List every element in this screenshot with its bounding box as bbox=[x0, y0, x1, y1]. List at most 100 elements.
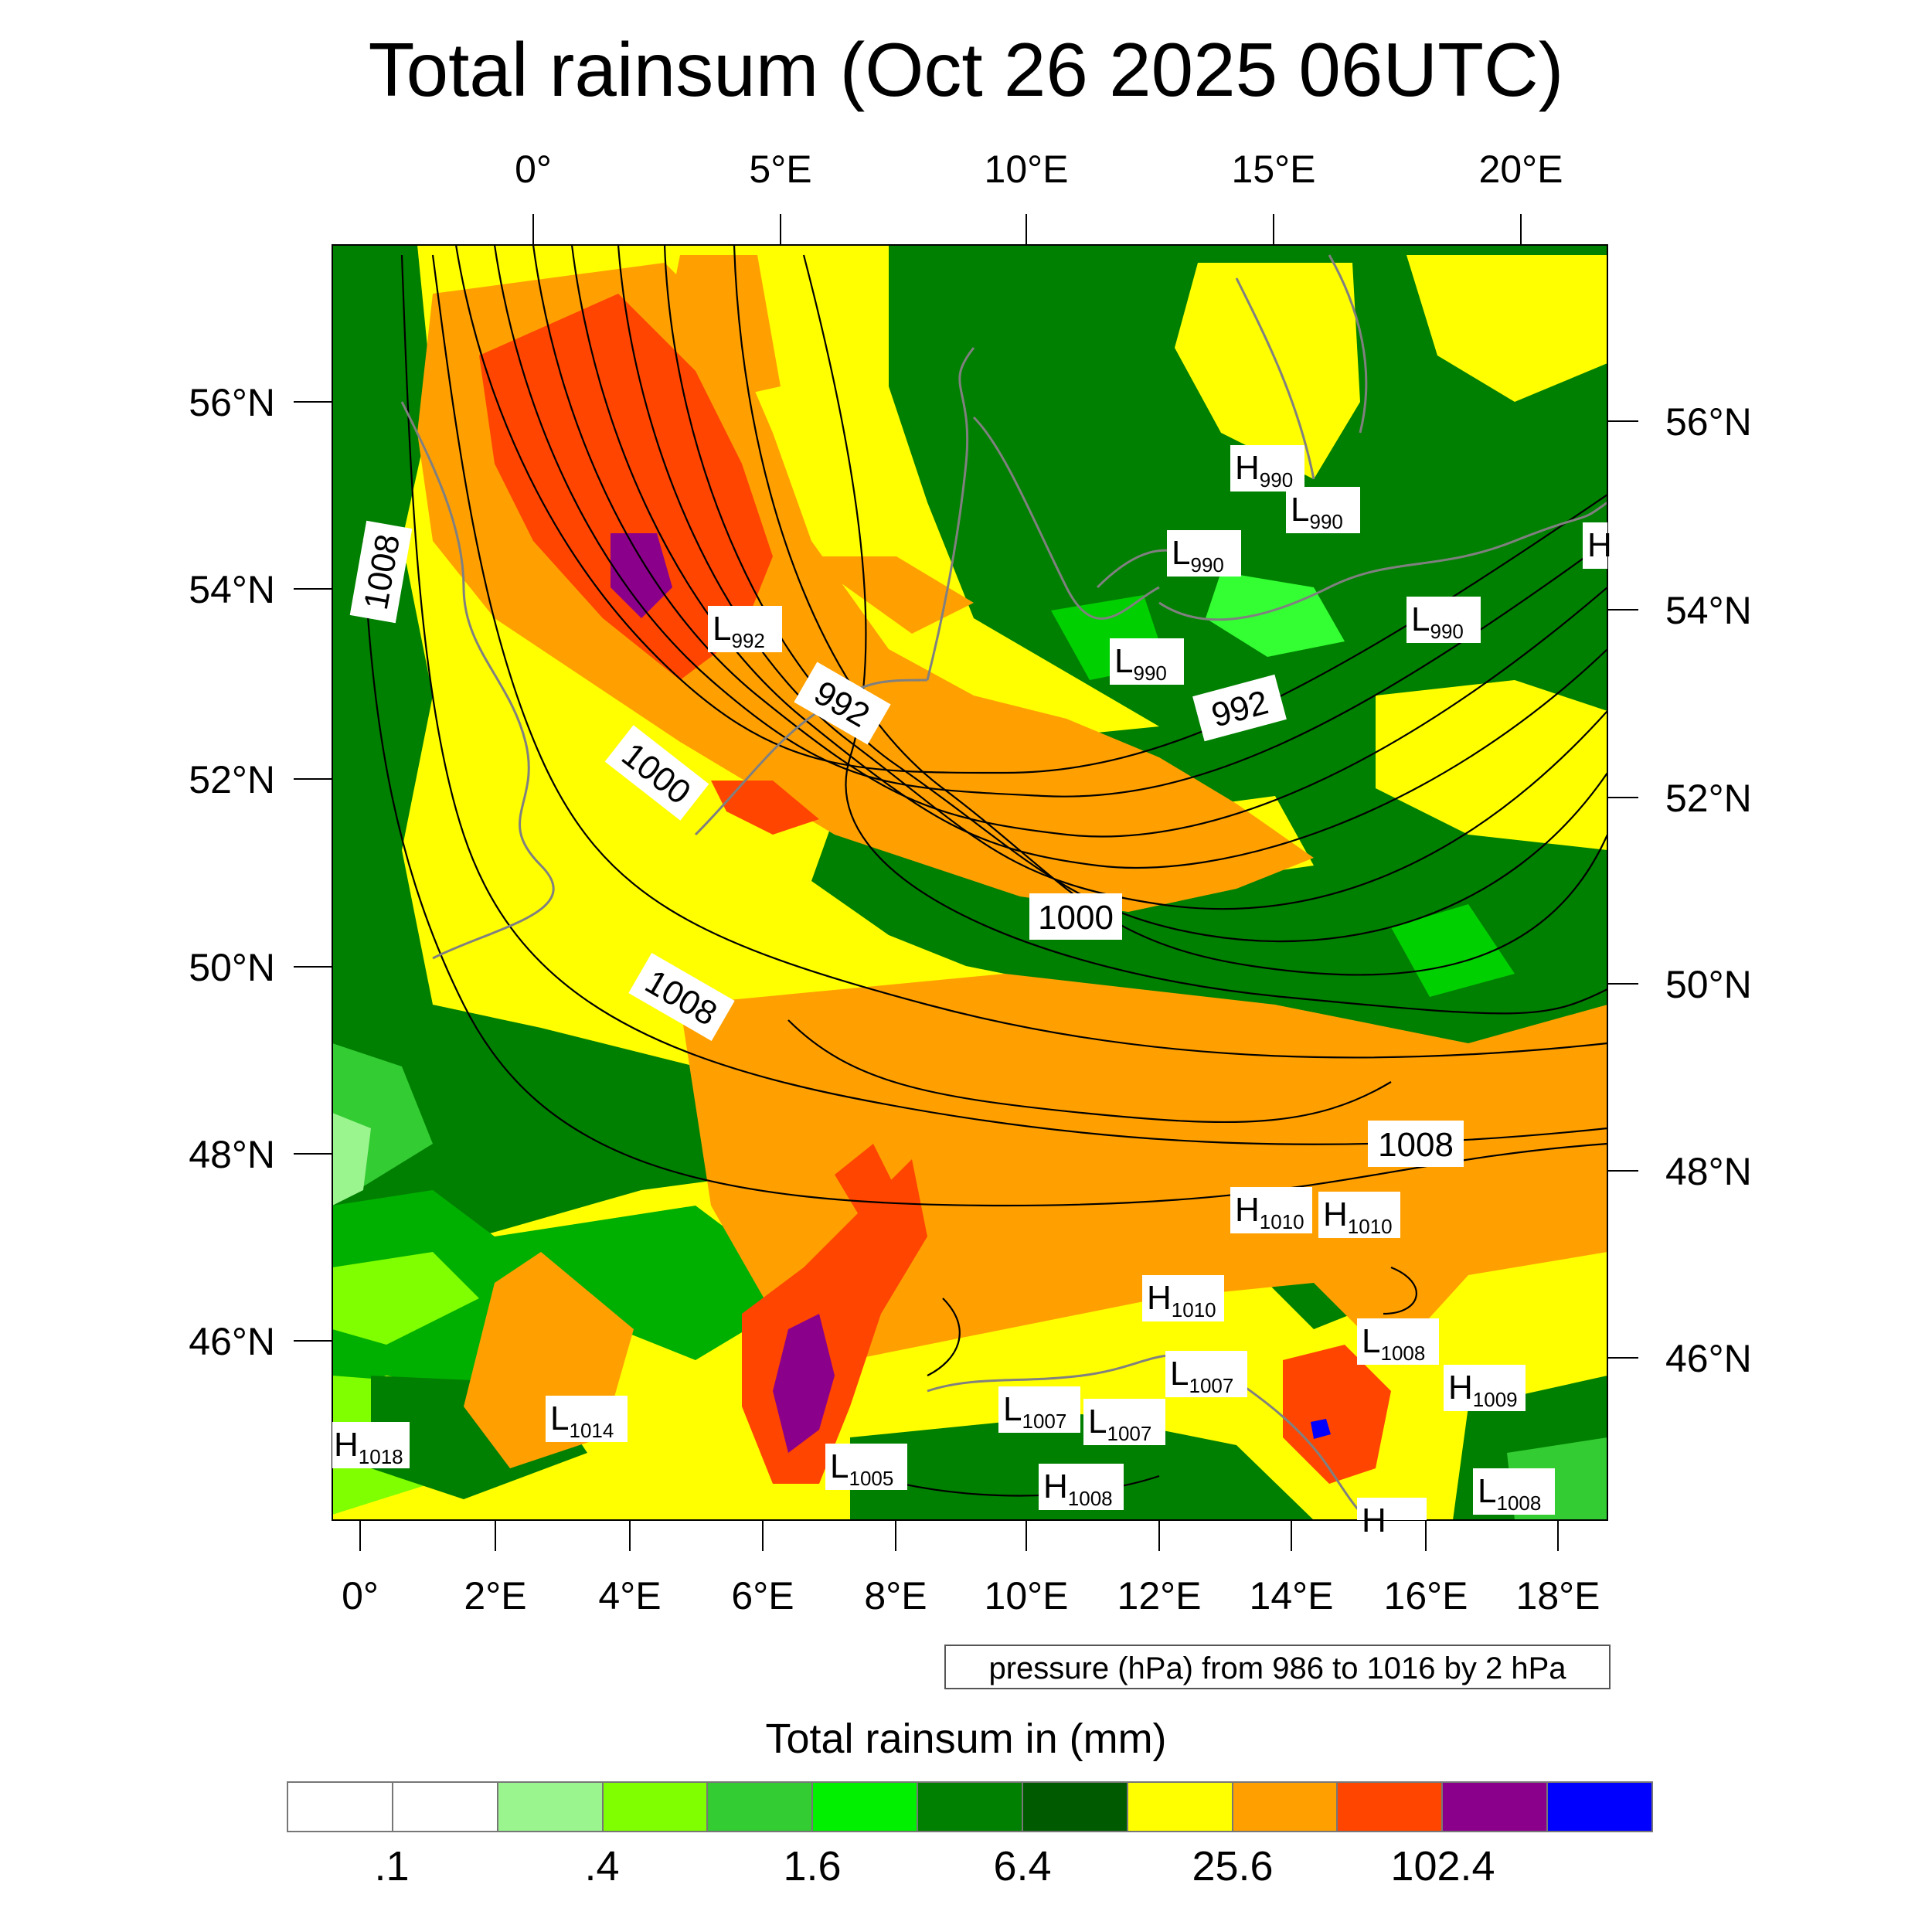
top-ticks bbox=[532, 214, 1522, 245]
svg-text:H1018: H1018 bbox=[334, 1426, 403, 1468]
svg-text:L1005: L1005 bbox=[830, 1447, 893, 1490]
isobar-label: 992 bbox=[794, 662, 891, 745]
pressure-center: H990 bbox=[1230, 445, 1304, 492]
isobar-label: 1008 bbox=[1368, 1121, 1464, 1167]
colorbar-swatch bbox=[708, 1783, 814, 1831]
colorbar-swatch bbox=[1233, 1783, 1338, 1831]
pressure-center: L1008 bbox=[1357, 1318, 1439, 1365]
top-lon-label: 10°E bbox=[985, 148, 1069, 191]
left-lat-labels: 56°N 54°N 52°N 50°N 48°N 46°N bbox=[189, 381, 275, 1363]
pressure-center: L1008 bbox=[1473, 1468, 1555, 1515]
pressure-center: L990 bbox=[1167, 530, 1241, 577]
bottom-lon-label: 0° bbox=[342, 1574, 379, 1617]
pressure-center: H1018 bbox=[332, 1422, 410, 1468]
svg-text:L990: L990 bbox=[1411, 600, 1464, 643]
pressure-center: H bbox=[1357, 1498, 1427, 1539]
svg-text:L990: L990 bbox=[1114, 642, 1167, 685]
map-title: Total rainsum (Oct 26 2025 06UTC) bbox=[368, 27, 1564, 112]
svg-text:1000: 1000 bbox=[1038, 899, 1114, 937]
pressure-center: H1008 bbox=[1039, 1464, 1124, 1510]
bottom-lon-label: 12°E bbox=[1117, 1574, 1202, 1617]
right-lat-labels: 56°N 54°N 52°N 50°N 48°N 46°N bbox=[1665, 400, 1752, 1380]
left-lat-label: 54°N bbox=[189, 568, 275, 611]
bottom-lon-labels: 0° 2°E 4°E 6°E 8°E 10°E 12°E 14°E 16°E 1… bbox=[342, 1574, 1600, 1617]
colorbar-swatch bbox=[1338, 1783, 1444, 1831]
svg-text:H1008: H1008 bbox=[1043, 1468, 1113, 1510]
right-lat-label: 46°N bbox=[1665, 1337, 1752, 1380]
isobars bbox=[362, 245, 1607, 1497]
top-lon-label: 0° bbox=[515, 148, 552, 191]
colorbar-label: 25.6 bbox=[1192, 1843, 1274, 1889]
pressure-center: L1007 bbox=[1083, 1399, 1165, 1445]
left-lat-label: 50°N bbox=[189, 946, 275, 989]
colorbar-swatch bbox=[1022, 1783, 1128, 1831]
pressure-center: L990 bbox=[1286, 487, 1360, 533]
left-lat-label: 48°N bbox=[189, 1133, 275, 1176]
svg-text:H1009: H1009 bbox=[1448, 1369, 1518, 1411]
top-lon-label: 5°E bbox=[749, 148, 811, 191]
svg-text:L1008: L1008 bbox=[1362, 1322, 1425, 1365]
bottom-lon-label: 16°E bbox=[1384, 1574, 1468, 1617]
bottom-lon-label: 4°E bbox=[598, 1574, 661, 1617]
pressure-center: H1010 bbox=[1230, 1187, 1312, 1233]
left-lat-label: 46°N bbox=[189, 1320, 275, 1363]
svg-text:L1014: L1014 bbox=[550, 1400, 614, 1442]
svg-text:L992: L992 bbox=[713, 610, 765, 652]
colorbar-swatch bbox=[813, 1783, 919, 1831]
svg-text:1008: 1008 bbox=[1378, 1126, 1454, 1164]
bottom-ticks bbox=[359, 1520, 1559, 1551]
isobar-label: 1000 bbox=[1029, 893, 1122, 940]
pressure-center: L990 bbox=[1110, 638, 1184, 685]
right-lat-label: 52°N bbox=[1665, 777, 1752, 820]
pressure-center: L1007 bbox=[1165, 1351, 1247, 1397]
pressure-centers: H990 L990 L990 L992 L990 L990 H H1010 bbox=[332, 445, 1612, 1539]
pressure-center: L1005 bbox=[825, 1444, 907, 1490]
pressure-center: H bbox=[1583, 522, 1612, 569]
colorbar-swatch bbox=[498, 1783, 604, 1831]
pressure-center: H1010 bbox=[1142, 1275, 1224, 1321]
pressure-center: L992 bbox=[708, 606, 782, 652]
svg-text:H: H bbox=[1362, 1502, 1386, 1539]
pressure-center: H1010 bbox=[1318, 1192, 1400, 1238]
contour-info-label: pressure (hPa) from 986 to 1016 by 2 hPa bbox=[944, 1645, 1611, 1689]
bottom-lon-label: 18°E bbox=[1516, 1574, 1600, 1617]
colorbar-swatch bbox=[288, 1783, 393, 1831]
colorbar-swatch bbox=[1128, 1783, 1233, 1831]
svg-text:L1007: L1007 bbox=[1170, 1355, 1233, 1397]
svg-text:L990: L990 bbox=[1291, 491, 1343, 533]
right-lat-label: 54°N bbox=[1665, 589, 1752, 632]
pressure-center: L990 bbox=[1406, 597, 1481, 643]
pressure-center: H1009 bbox=[1444, 1365, 1526, 1411]
svg-text:H1010: H1010 bbox=[1323, 1196, 1393, 1238]
map-frame bbox=[332, 244, 1608, 1521]
pressure-center: L1007 bbox=[998, 1386, 1080, 1433]
legend-title: Total rainsum in (mm) bbox=[765, 1716, 1167, 1762]
colorbar-swatch bbox=[1443, 1783, 1549, 1831]
colorbar-swatch bbox=[1548, 1783, 1651, 1831]
left-lat-label: 56°N bbox=[189, 381, 275, 424]
right-ticks bbox=[1607, 420, 1638, 1359]
right-lat-label: 56°N bbox=[1665, 400, 1752, 444]
left-lat-label: 52°N bbox=[189, 758, 275, 801]
svg-text:H: H bbox=[1587, 526, 1612, 564]
colorbar-label: 102.4 bbox=[1390, 1843, 1495, 1889]
top-lon-label: 15°E bbox=[1232, 148, 1316, 191]
bottom-lon-label: 2°E bbox=[464, 1574, 526, 1617]
left-ticks bbox=[294, 401, 332, 1342]
right-lat-label: 50°N bbox=[1665, 963, 1752, 1006]
colorbar-swatch bbox=[603, 1783, 709, 1831]
bottom-lon-label: 10°E bbox=[985, 1574, 1069, 1617]
svg-text:H1010: H1010 bbox=[1235, 1191, 1304, 1233]
svg-text:H1010: H1010 bbox=[1147, 1279, 1216, 1321]
svg-text:L1008: L1008 bbox=[1478, 1472, 1541, 1515]
colorbar-label: 1.6 bbox=[783, 1843, 842, 1889]
top-lon-label: 20°E bbox=[1479, 148, 1563, 191]
isobar-labels: 1008 1000 992 1000 1008 992 1008 bbox=[349, 520, 1464, 1167]
bottom-lon-label: 8°E bbox=[864, 1574, 927, 1617]
colorbar-label: 6.4 bbox=[993, 1843, 1052, 1889]
svg-text:L990: L990 bbox=[1172, 534, 1224, 577]
isobar-label: 1008 bbox=[349, 520, 413, 624]
pressure-center: L1014 bbox=[546, 1396, 628, 1442]
svg-text:L1007: L1007 bbox=[1088, 1403, 1151, 1445]
